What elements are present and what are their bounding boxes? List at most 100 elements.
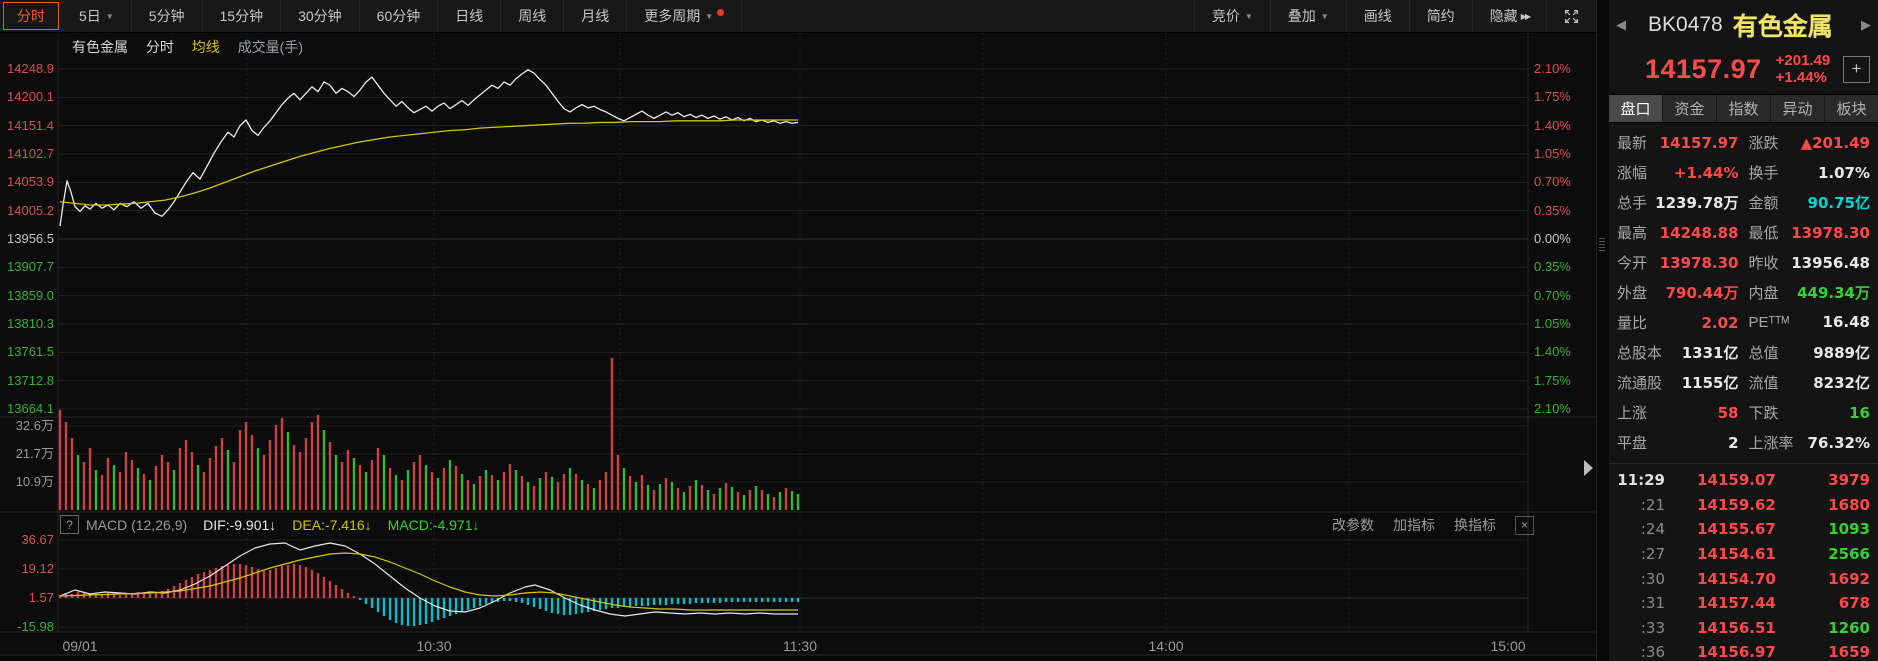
fullscreen-button[interactable]	[1546, 0, 1596, 32]
volume-bar	[622, 468, 626, 510]
tool-button-叠加[interactable]: 叠加 ▼	[1269, 0, 1346, 32]
macd-bar-negative	[448, 598, 452, 616]
stock-name: 有色金属	[1732, 13, 1833, 41]
period-tab-15分钟[interactable]: 15分钟	[203, 0, 282, 32]
macd-bar-positive	[244, 565, 248, 598]
tool-button-竞价[interactable]: 竞价 ▼	[1193, 0, 1270, 32]
macd-bar-positive	[190, 577, 194, 598]
period-tab-分时[interactable]: 分时	[3, 2, 59, 30]
time-axis-label: 15:00	[1490, 638, 1526, 654]
volume-bar	[526, 482, 530, 510]
add-indicator-button[interactable]: 加指标	[1393, 517, 1435, 533]
tick-row[interactable]: 11:29 14159.07 3979	[1613, 468, 1870, 493]
switch-indicator-button[interactable]: 换指标	[1454, 517, 1496, 533]
macd-bar-negative	[358, 598, 362, 600]
period-tab-周线[interactable]: 周线	[501, 0, 565, 32]
quote-label: 最新	[1617, 134, 1648, 152]
macd-bar-positive	[130, 593, 134, 598]
period-tab-label: 周线	[518, 8, 547, 24]
tool-button-简约[interactable]: 简约	[1408, 0, 1472, 32]
volume-bar	[190, 452, 194, 510]
volume-bar	[736, 492, 740, 510]
add-to-watchlist-button[interactable]: +	[1843, 55, 1870, 83]
tab-板块[interactable]: 板块	[1825, 95, 1878, 122]
percent-axis-label: 0.35%	[1534, 259, 1571, 275]
quote-label: 今开	[1617, 254, 1648, 272]
tick-list[interactable]: 11:29 14159.07 3979:21 14159.62 1680:24 14155…	[1609, 466, 1878, 661]
quote-cell: 最高 14248.88	[1617, 222, 1739, 243]
volume-bar	[250, 435, 254, 510]
tick-row[interactable]: :31 14157.44 678	[1613, 591, 1870, 616]
tab-资金[interactable]: 资金	[1663, 95, 1717, 122]
volume-bar	[472, 484, 476, 510]
volume-bar	[334, 455, 338, 510]
tick-row[interactable]: :21 14159.62 1680	[1613, 493, 1870, 518]
tick-row[interactable]: :30 14154.70 1692	[1613, 566, 1870, 591]
volume-bar	[304, 438, 308, 510]
volume-bar	[430, 472, 434, 510]
volume-bar	[718, 488, 722, 510]
quote-cell: 金额 90.75亿	[1749, 192, 1871, 213]
divider-grip-icon[interactable]	[1599, 238, 1605, 252]
quote-value: 13956.48	[1791, 253, 1870, 272]
tool-button-画线[interactable]: 画线	[1345, 0, 1409, 32]
period-tab-60分钟[interactable]: 60分钟	[360, 0, 439, 32]
macd-bar-negative	[700, 598, 704, 603]
tick-row[interactable]: :33 14156.51 1260	[1613, 616, 1870, 641]
tool-button-隐藏[interactable]: 隐藏 ▶▶	[1471, 0, 1546, 32]
chart-tools-group: 竞价 ▼ 叠加 ▼ 画线 简约 隐藏 ▶▶	[1193, 0, 1596, 32]
tool-button-label: 简约	[1426, 8, 1455, 24]
tick-row[interactable]: :27 14154.61 2566	[1613, 542, 1870, 567]
tick-volume: 1093	[1828, 520, 1870, 539]
quote-label: 涨跌	[1748, 134, 1779, 152]
macd-bar-positive	[268, 570, 272, 598]
quote-value: 1239.78万	[1655, 193, 1739, 212]
tab-异动[interactable]: 异动	[1771, 95, 1825, 122]
volume-bar	[448, 460, 452, 510]
prev-stock-icon[interactable]: ◀	[1616, 17, 1626, 32]
legend-line1[interactable]: 分时	[145, 39, 174, 55]
percent-axis-label: 1.05%	[1534, 315, 1571, 331]
tab-盘口[interactable]: 盘口	[1609, 95, 1663, 122]
macd-header: ? MACD (12,26,9) DIF:-9.901↓ DEA:-7.416↓…	[60, 515, 479, 534]
volume-bar	[352, 458, 356, 510]
tab-指数[interactable]: 指数	[1717, 95, 1771, 122]
period-tab-月线[interactable]: 月线	[564, 0, 628, 32]
macd-bar-positive	[262, 571, 266, 598]
panel-divider[interactable]	[1584, 0, 1610, 661]
help-icon[interactable]: ?	[60, 515, 79, 534]
quote-header: ◀ BK0478 有色金属 ▶	[1609, 5, 1878, 45]
period-tab-5日[interactable]: 5日 ▼	[62, 0, 132, 32]
period-tab-30分钟[interactable]: 30分钟	[281, 0, 360, 32]
next-stock-icon[interactable]: ▶	[1861, 17, 1871, 32]
period-tab-日线[interactable]: 日线	[438, 0, 502, 32]
macd-bar-positive	[304, 567, 308, 598]
tick-row[interactable]: :36 14156.97 1659	[1613, 640, 1870, 661]
tick-row[interactable]: :24 14155.67 1093	[1613, 517, 1870, 542]
change-params-button[interactable]: 改参数	[1332, 517, 1374, 533]
tick-time: :21	[1640, 495, 1665, 514]
macd-bar-negative	[394, 598, 398, 623]
legend-line2[interactable]: 均线	[191, 39, 220, 55]
tool-button-label: 画线	[1363, 8, 1392, 24]
macd-bar-negative	[598, 598, 602, 610]
collapse-panel-icon[interactable]	[1584, 460, 1593, 476]
time-axis-label: 14:00	[1148, 638, 1184, 654]
price-axis-label: 13664.1	[7, 400, 54, 416]
volume-bar	[760, 490, 764, 510]
volume-bar	[256, 448, 260, 510]
macd-bar-positive	[82, 593, 86, 598]
period-tab-5分钟[interactable]: 5分钟	[132, 0, 203, 32]
macd-bar-negative	[664, 598, 668, 605]
volume-bar	[232, 462, 236, 510]
quote-value: 16.48	[1822, 313, 1870, 331]
volume-bar	[658, 484, 662, 510]
quote-grid: 最新 14157.97 涨跌 ▲201.49 涨幅 +1.44% 换手 1.07% 总手 1239…	[1609, 123, 1878, 457]
dif-line	[59, 542, 798, 617]
period-tab-更多周期[interactable]: 更多周期 ▼	[627, 0, 743, 32]
volume-bar	[94, 470, 98, 510]
macd-bar-negative	[514, 598, 518, 602]
close-indicator-icon[interactable]: ×	[1515, 515, 1534, 535]
quote-cell: 涨幅 +1.44%	[1617, 162, 1739, 183]
volume-bar	[286, 432, 290, 510]
